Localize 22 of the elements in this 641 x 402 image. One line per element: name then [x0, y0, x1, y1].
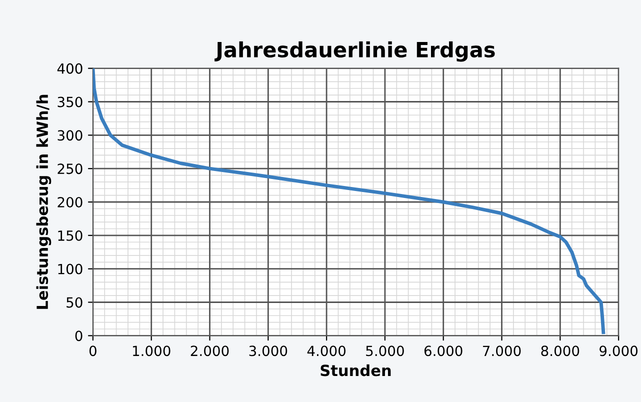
x-tick-label: 7.000: [483, 346, 521, 356]
y-tick-label: 400: [57, 63, 82, 74]
x-tick-label: 5.000: [366, 346, 404, 356]
y-axis-title: Leistungsbezug in kWh/h: [36, 94, 52, 309]
x-tick-label: 2.000: [190, 346, 229, 356]
y-tick-label: 350: [58, 96, 82, 108]
x-tick-label: 1.000: [132, 346, 170, 356]
x-tick-label: 8.000: [541, 346, 580, 356]
y-tick-label: 50: [66, 297, 82, 308]
x-tick-label: 9.000: [600, 346, 638, 356]
x-tick-label: 0: [89, 346, 96, 356]
y-tick-label: 0: [75, 330, 82, 342]
y-tick-label: 100: [58, 264, 82, 274]
x-tick-label: 3.000: [249, 346, 288, 356]
y-tick-label: 200: [58, 196, 82, 208]
chart-title: Jahresdauerlinie Erdgas: [214, 41, 495, 62]
x-axis-title: Stunden: [320, 364, 391, 376]
y-tick-label: 300: [58, 130, 82, 141]
y-tick-label: 250: [58, 164, 82, 174]
x-tick-label: 4.000: [307, 346, 346, 356]
y-tick-label: 150: [58, 230, 82, 241]
x-tick-label: 6.000: [424, 346, 462, 356]
